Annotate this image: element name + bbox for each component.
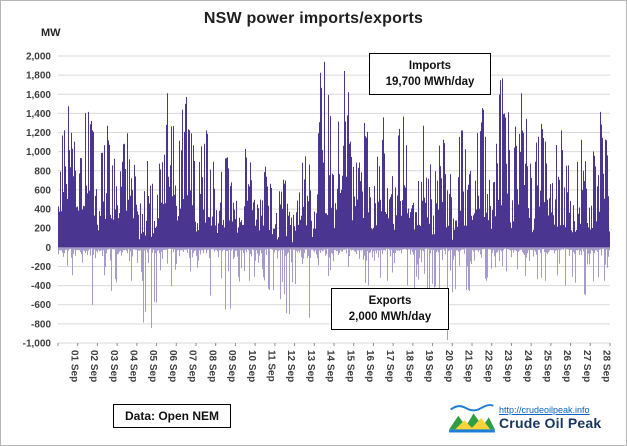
svg-text:1,400: 1,400 [26, 109, 51, 120]
crude-oil-peak-logo: http://crudeoilpeak.info Crude Oil Peak [449, 402, 621, 434]
svg-text:15 Sep: 15 Sep [344, 350, 355, 382]
svg-text:-400: -400 [31, 281, 51, 292]
exports-annotation-value: 2,000 MWh/day [348, 311, 432, 324]
data-source-box: Data: Open NEM [113, 404, 231, 428]
svg-text:-800: -800 [31, 319, 51, 330]
svg-text:19 Sep: 19 Sep [423, 350, 434, 382]
svg-text:1,600: 1,600 [26, 90, 51, 101]
imports-annotation-value: 19,700 MWh/day [385, 76, 475, 89]
imports-annotation-title: Imports [408, 60, 452, 72]
svg-text:-600: -600 [31, 300, 51, 311]
exports-annotation-title: Exports [368, 295, 412, 307]
svg-text:0: 0 [45, 243, 51, 254]
svg-text:10 Sep: 10 Sep [246, 350, 257, 382]
y-tick-labels: 2,000 1,800 1,600 1,400 1,200 1,000 800 600 400 2… [23, 52, 52, 350]
svg-text:11 Sep: 11 Sep [266, 350, 277, 382]
svg-text:2,000: 2,000 [26, 52, 51, 63]
svg-text:22 Sep: 22 Sep [482, 350, 493, 382]
svg-text:23 Sep: 23 Sep [502, 350, 513, 382]
svg-text:1,000: 1,000 [26, 147, 51, 158]
imports-bars [58, 61, 610, 248]
svg-text:24 Sep: 24 Sep [522, 350, 533, 382]
imports-annotation-box: Imports 19,700 MWh/day [369, 53, 491, 96]
svg-text:13 Sep: 13 Sep [305, 350, 316, 382]
svg-text:800: 800 [34, 166, 51, 177]
svg-text:28 Sep: 28 Sep [601, 350, 612, 382]
svg-text:02 Sep: 02 Sep [88, 350, 99, 382]
mountain-logo-icon [449, 404, 495, 433]
x-tick-labels: 01 Sep 02 Sep 03 Sep 04 Sep 05 Sep 06 Sep 07 S… [68, 350, 611, 382]
svg-text:04 Sep: 04 Sep [128, 350, 139, 382]
svg-text:-1,000: -1,000 [23, 339, 52, 350]
svg-text:12 Sep: 12 Sep [285, 350, 296, 382]
svg-text:03 Sep: 03 Sep [108, 350, 119, 382]
svg-text:06 Sep: 06 Sep [167, 350, 178, 382]
svg-text:20 Sep: 20 Sep [443, 350, 454, 382]
svg-text:01 Sep: 01 Sep [68, 350, 79, 382]
svg-text:25 Sep: 25 Sep [542, 350, 553, 382]
chart-title: NSW power imports/exports [203, 10, 424, 27]
svg-text:07 Sep: 07 Sep [187, 350, 198, 382]
svg-text:17 Sep: 17 Sep [384, 350, 395, 382]
y-axis-unit-label: MW [41, 27, 61, 39]
svg-text:400: 400 [34, 205, 51, 216]
logo-url-link[interactable]: http://crudeoilpeak.info [499, 404, 590, 415]
svg-text:-200: -200 [31, 262, 51, 273]
svg-text:14 Sep: 14 Sep [325, 350, 336, 382]
exports-bars [58, 247, 610, 341]
svg-text:18 Sep: 18 Sep [404, 350, 415, 382]
svg-text:1,800: 1,800 [26, 71, 51, 82]
svg-text:1,200: 1,200 [26, 128, 51, 139]
svg-text:09 Sep: 09 Sep [226, 350, 237, 382]
exports-annotation-box: Exports 2,000 MWh/day [331, 288, 449, 331]
svg-text:27 Sep: 27 Sep [581, 350, 592, 382]
svg-text:200: 200 [34, 224, 51, 235]
svg-text:600: 600 [34, 185, 51, 196]
logo-name: Crude Oil Peak [499, 415, 602, 432]
svg-text:26 Sep: 26 Sep [561, 350, 572, 382]
svg-text:05 Sep: 05 Sep [147, 350, 158, 382]
svg-text:08 Sep: 08 Sep [206, 350, 217, 382]
svg-text:21 Sep: 21 Sep [463, 350, 474, 382]
x-axis-ticks [57, 343, 611, 346]
svg-text:16 Sep: 16 Sep [364, 350, 375, 382]
